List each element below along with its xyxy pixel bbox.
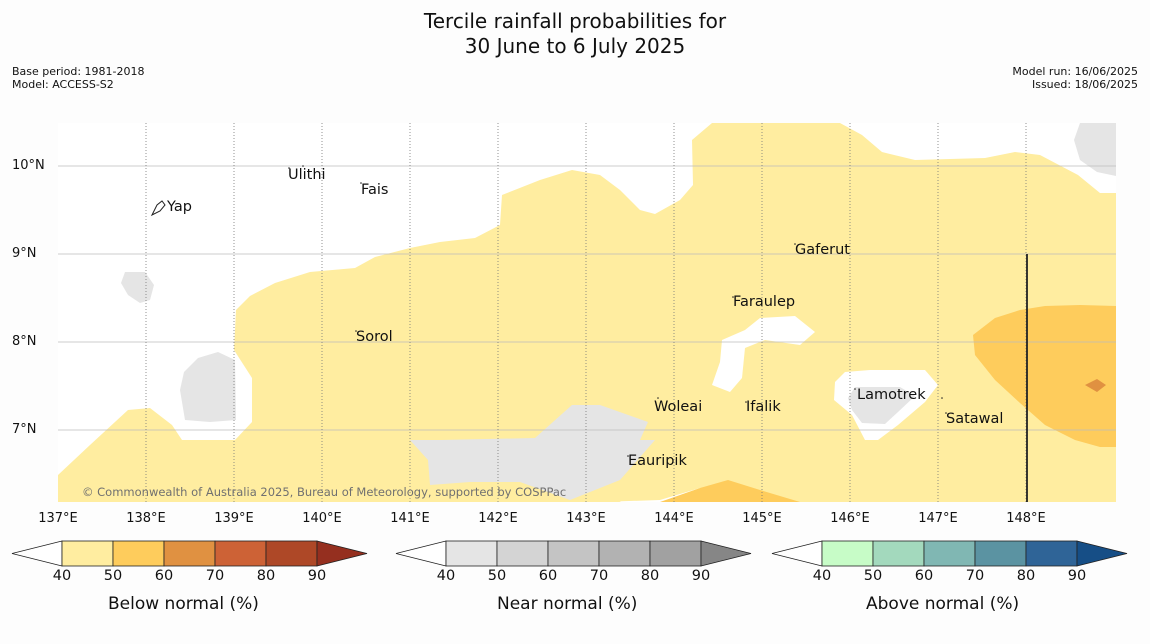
legend-tick: 90	[1067, 568, 1087, 584]
legend-tick: 80	[640, 568, 660, 584]
legend-tick: 60	[538, 568, 558, 584]
place-label-sorol: Sorol	[356, 329, 393, 345]
legend-tick: 80	[1016, 568, 1036, 584]
legends-graphics	[11, 540, 1128, 567]
lon-label: 141°E	[390, 511, 430, 526]
legend-arrow-high	[316, 540, 368, 567]
legend-swatch	[61, 540, 114, 567]
legend-swatch	[163, 540, 216, 567]
legend-arrow-high	[700, 540, 752, 567]
near-normal-south	[410, 405, 655, 500]
lat-label: 10°N	[12, 158, 45, 173]
legend-tick: 40	[436, 568, 456, 584]
legend-swatch	[445, 540, 498, 567]
model-name: Model: ACCESS-S2	[12, 78, 114, 91]
place-label-woleai: Woleai	[654, 399, 703, 415]
lon-label: 148°E	[1006, 511, 1046, 526]
place-label-yap: Yap	[167, 199, 192, 215]
atoll-dots	[288, 165, 947, 457]
legend-tick: 40	[52, 568, 72, 584]
lon-label: 140°E	[302, 511, 342, 526]
below-normal-50-south	[660, 480, 800, 502]
legend-swatch	[1025, 540, 1078, 567]
legend-tick: 60	[914, 568, 934, 584]
legend-swatch	[649, 540, 702, 567]
legend-tick: 50	[487, 568, 507, 584]
legend-title: Above normal (%)	[866, 594, 1020, 614]
legend-tick: 80	[256, 568, 276, 584]
legend-swatch	[821, 540, 874, 567]
lon-label: 147°E	[918, 511, 958, 526]
model-run: Model run: 16/06/2025	[1012, 65, 1138, 78]
place-label-ifalik: Ifalik	[746, 399, 781, 415]
legend-tick: 70	[589, 568, 609, 584]
lon-label: 142°E	[478, 511, 518, 526]
place-label-lamotrek: Lamotrek	[857, 387, 926, 403]
meta-right: Model run: 16/06/2025 Issued: 18/06/2025	[1012, 65, 1138, 91]
place-label-fais: Fais	[361, 182, 389, 198]
lon-label: 138°E	[126, 511, 166, 526]
place-label-satawal: Satawal	[946, 411, 1004, 427]
base-period: Base period: 1981-2018	[12, 65, 145, 78]
lon-label: 143°E	[566, 511, 606, 526]
legend-tick: 50	[863, 568, 883, 584]
legend-colorbar	[395, 540, 752, 567]
legend-tick: 90	[691, 568, 711, 584]
place-label-gaferut: Gaferut	[795, 242, 850, 258]
copyright-notice: © Commonwealth of Australia 2025, Bureau…	[82, 485, 567, 499]
legend-tick: 50	[103, 568, 123, 584]
legend-swatch	[923, 540, 976, 567]
legend-swatch	[974, 540, 1027, 567]
legend-arrow-low	[11, 540, 63, 567]
lon-label: 146°E	[830, 511, 870, 526]
gridlines	[58, 123, 1116, 502]
legend-swatch	[214, 540, 267, 567]
near-normal-lamotrek	[848, 387, 915, 424]
place-label-eauripik: Eauripik	[628, 453, 687, 469]
legend-swatch	[496, 540, 549, 567]
lon-label: 144°E	[654, 511, 694, 526]
legend-swatch	[872, 540, 925, 567]
meta-left: Base period: 1981-2018 Model: ACCESS-S2	[12, 65, 144, 91]
legend-tick: 70	[965, 568, 985, 584]
lat-label: 9°N	[12, 246, 37, 261]
map-title: Tercile rainfall probabilities for 30 Ju…	[0, 9, 1150, 59]
legend-arrow-low	[395, 540, 447, 567]
white-gap-1	[712, 316, 815, 392]
legend-swatch	[112, 540, 165, 567]
near-normal-northeast	[1074, 123, 1116, 176]
title-line-2: 30 June to 6 July 2025	[464, 34, 686, 58]
legend-tick: 40	[812, 568, 832, 584]
below-normal-60-spot	[1085, 379, 1106, 392]
lat-label: 8°N	[12, 334, 37, 349]
title-line-1: Tercile rainfall probabilities for	[423, 9, 727, 33]
legend-tick: 60	[154, 568, 174, 584]
legend-arrow-low	[771, 540, 823, 567]
lon-label: 145°E	[742, 511, 782, 526]
near-normal-west-1	[180, 352, 236, 422]
lon-label: 139°E	[214, 511, 254, 526]
legend-colorbar	[11, 540, 368, 567]
place-label-ulithi: Ulithi	[288, 167, 326, 183]
legend-colorbar	[771, 540, 1128, 567]
legend-arrow-high	[1076, 540, 1128, 567]
below-normal-50-region	[973, 305, 1116, 447]
place-label-faraulep: Faraulep	[733, 294, 796, 310]
legend-swatch	[265, 540, 318, 567]
legend-title: Below normal (%)	[108, 594, 259, 614]
legend-tick: 90	[307, 568, 327, 584]
map-area	[58, 123, 1116, 502]
lon-label: 137°E	[38, 511, 78, 526]
legend-title: Near normal (%)	[497, 594, 638, 614]
legend-swatch	[547, 540, 600, 567]
lat-label: 7°N	[12, 422, 37, 437]
legend-swatch	[598, 540, 651, 567]
yap-island-outline	[150, 200, 166, 217]
legend-tick: 70	[205, 568, 225, 584]
issued-date: Issued: 18/06/2025	[1031, 78, 1138, 91]
